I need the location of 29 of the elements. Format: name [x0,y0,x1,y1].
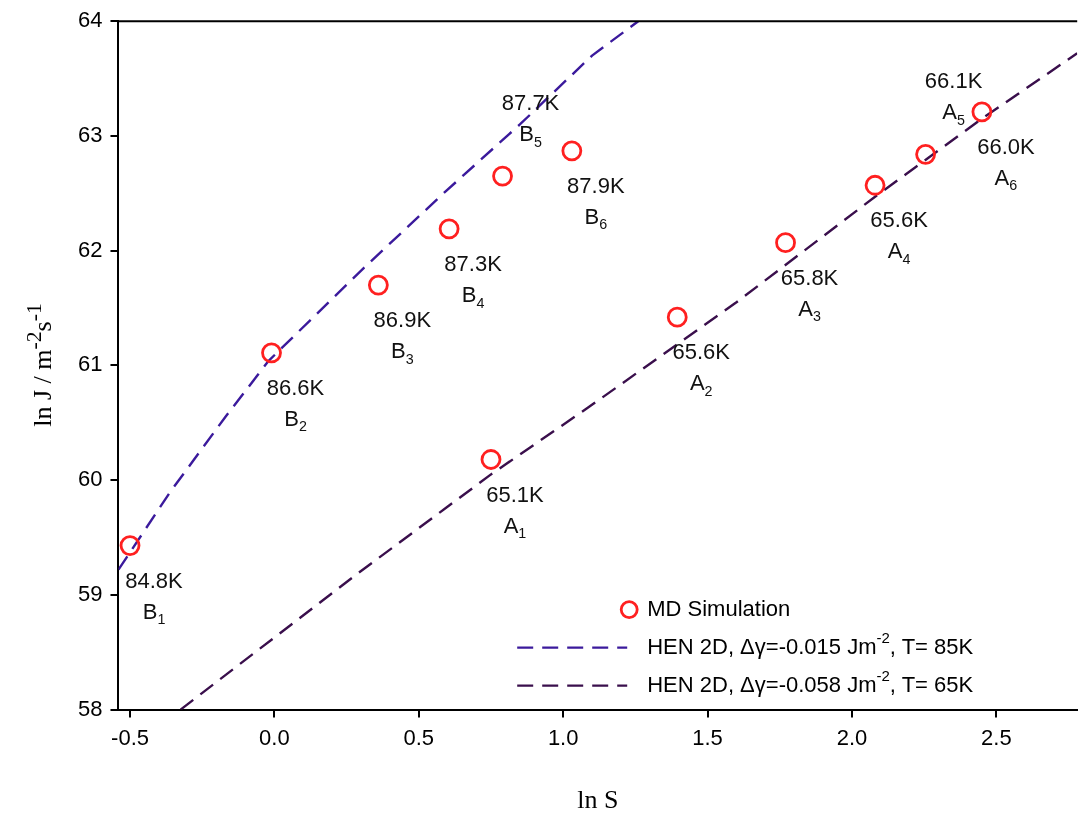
point [915,143,936,165]
point [367,274,389,296]
point [480,449,502,470]
point [864,174,886,196]
x-tick-label: 2.0 [836,724,868,750]
x-axis-title: ln S [577,785,619,815]
point [438,218,460,240]
legend-label: MD Simulation [647,595,791,621]
x-tick-label: 1.5 [692,724,723,750]
point [666,306,688,328]
y-tick-label: 60 [77,466,103,492]
y-tick-label: 59 [77,580,103,606]
point [775,232,796,254]
point [119,535,141,556]
y-tick-label: 64 [77,7,103,33]
x-tick-label: 0.0 [259,724,290,750]
point [492,165,513,187]
y-tick-label: 63 [77,122,103,147]
point [261,342,282,364]
y-tick-label: 58 [77,695,103,721]
y-tick-label: 62 [77,236,103,262]
x-tick-label: 2.5 [981,724,1012,750]
x-tick-label: -0.5 [111,724,149,750]
line-series [118,21,640,571]
point [971,101,993,123]
x-tick-label: 1.0 [547,724,579,750]
y-tick-label: 61 [77,351,103,377]
x-tick-label: 0.5 [403,724,435,750]
point [561,140,583,162]
